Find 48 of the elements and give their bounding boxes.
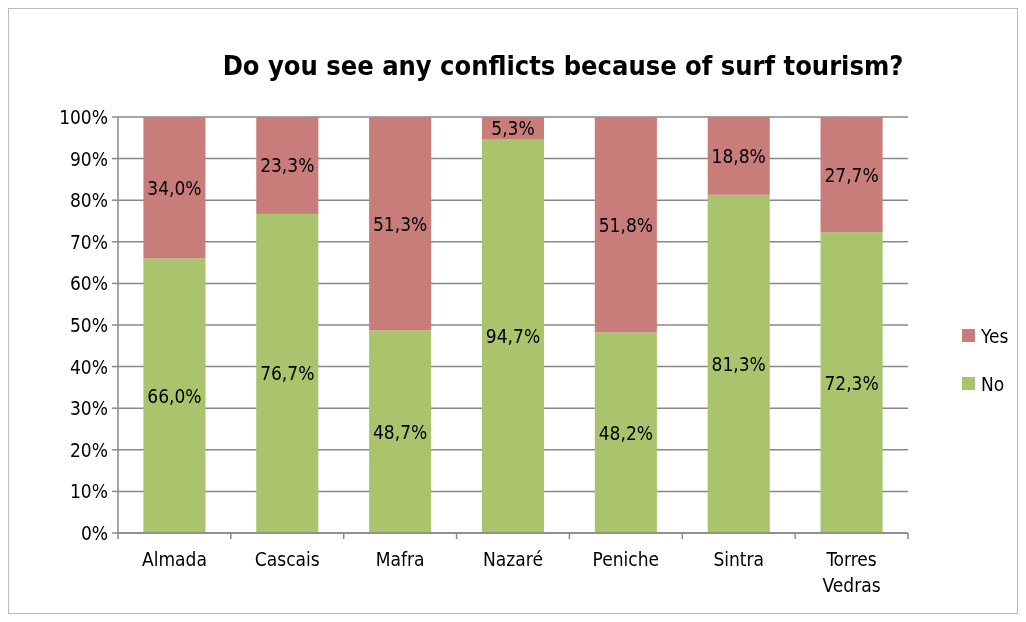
bar	[707, 116, 770, 195]
data-label: 51,8%	[598, 213, 654, 236]
data-label: 94,7%	[485, 325, 541, 348]
x-tick-label: Peniche	[592, 548, 660, 570]
chart-title: Do you see any conflicts because of surf tourism?	[222, 50, 904, 81]
y-tick-label: 30%	[70, 397, 108, 420]
y-tick-label: 60%	[70, 272, 108, 295]
y-tick-label: 10%	[70, 480, 108, 503]
data-label: 27,7%	[824, 163, 879, 186]
data-label: 66,0%	[147, 384, 202, 407]
bar	[256, 213, 319, 533]
bar	[369, 330, 432, 533]
bar	[143, 258, 206, 533]
legend-label: Yes	[980, 325, 1009, 347]
data-label: 5,3%	[491, 117, 535, 140]
x-tick-label: Torres Vedras	[822, 548, 881, 596]
y-tick-label: 20%	[70, 438, 108, 461]
y-tick-label: 80%	[70, 189, 108, 212]
bar	[820, 232, 883, 533]
x-tick-label: Cascais	[254, 548, 320, 570]
bar	[481, 139, 545, 533]
bar	[707, 194, 770, 533]
y-tick-label: 50%	[70, 314, 108, 336]
data-label: 81,3%	[711, 352, 766, 375]
data-label: 72,3%	[824, 371, 879, 394]
bar	[594, 117, 657, 333]
data-label: 23,3%	[260, 154, 315, 177]
data-label: 48,7%	[372, 420, 428, 443]
legend-label: No	[981, 373, 1005, 395]
y-tick-label: 90%	[70, 147, 108, 170]
x-tick-label: Almada	[141, 548, 207, 570]
bar	[820, 117, 883, 233]
x-tick-label: Mafra	[375, 548, 425, 570]
x-tick-label: Nazaré	[483, 548, 543, 570]
data-label: 48,2%	[598, 421, 654, 444]
bar	[369, 117, 432, 331]
data-label: 51,3%	[372, 212, 428, 235]
data-label: 34,0%	[147, 176, 202, 199]
bar	[594, 332, 657, 533]
bar	[143, 117, 206, 259]
y-tick-label: 40%	[70, 355, 108, 378]
y-tick-label: 100%	[59, 106, 108, 128]
data-label: 18,8%	[711, 144, 766, 167]
y-tick-label: 70%	[70, 230, 108, 253]
data-label: 76,7%	[260, 362, 315, 385]
bar	[256, 117, 319, 214]
y-tick-label: 0%	[80, 522, 108, 544]
x-tick-label: Sintra	[713, 548, 765, 570]
